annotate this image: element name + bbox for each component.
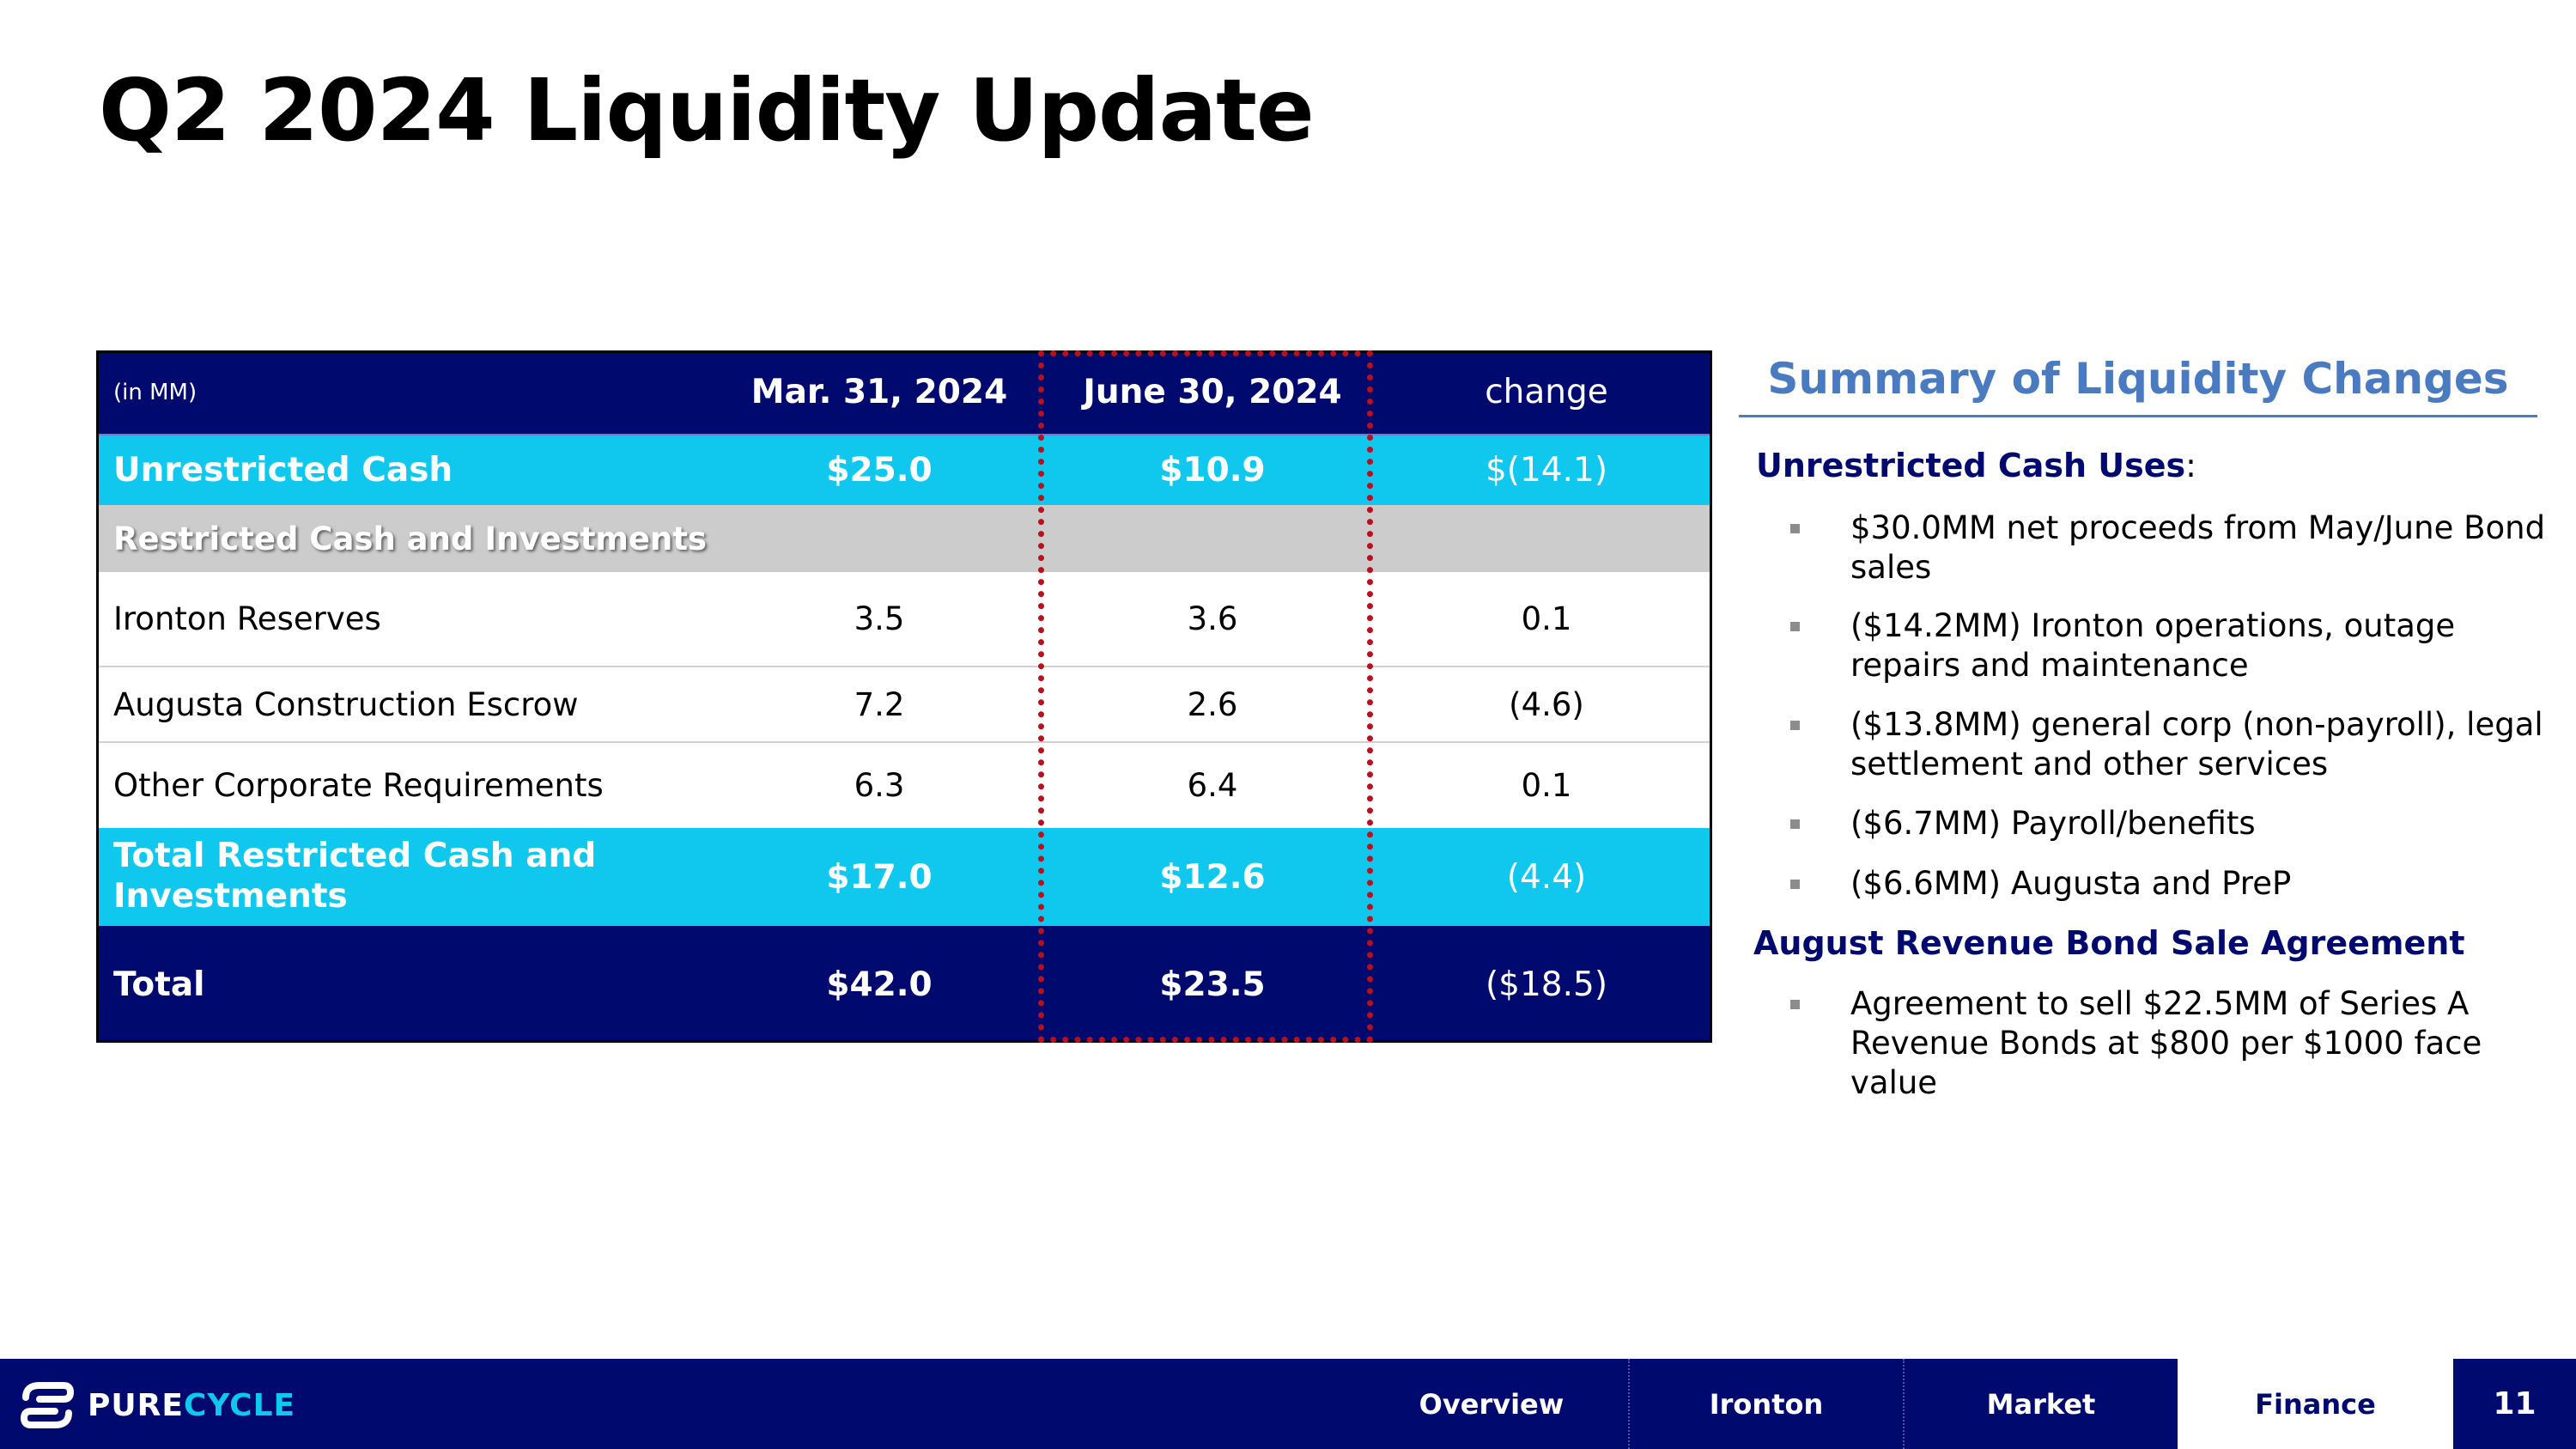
purecycle-logo-icon [20,1382,75,1428]
row-label: Total Restricted Cash and Investments [96,828,714,926]
tab-market[interactable]: Market [1903,1359,2178,1449]
footer-nav-bar: PURECYCLE Overview Ironton Market Financ… [0,1359,2576,1449]
square-bullet-icon [1790,880,1800,889]
list-item: ($6.6MM) Augusta and PreP [1790,864,2546,904]
cell-change: 0.1 [1381,572,1712,667]
cell-jun: 3.6 [1044,572,1381,667]
tab-overview[interactable]: Overview [1419,1387,1564,1421]
cell-change: (4.6) [1381,667,1712,743]
cell-mar: 6.3 [714,742,1044,828]
slide-title: Q2 2024 Liquidity Update [99,60,1315,161]
row-label: Unrestricted Cash [96,435,714,505]
uses-heading-colon: : [2185,447,2196,484]
header-jun-2024: June 30, 2024 [1044,350,1381,435]
row-label: Augusta Construction Escrow [96,667,714,743]
cell-jun: $23.5 [1044,926,1381,1043]
header-change: change [1381,350,1712,435]
cell-jun: 2.6 [1044,667,1381,743]
list-item: ($6.7MM) Payroll/benefits [1790,804,2546,843]
units-label: (in MM) [96,350,714,435]
cell-mar: 7.2 [714,667,1044,743]
list-item: Agreement to sell $22.5MM of Series A Re… [1790,984,2546,1103]
purecycle-logo: PURECYCLE [19,1379,295,1431]
square-bullet-icon [1790,721,1800,730]
row-label: Other Corporate Requirements [96,742,714,828]
total-restricted-row: Total Restricted Cash and Investments $1… [96,828,1712,926]
list-item: ($13.8MM) general corp (non-payroll), le… [1790,705,2546,784]
cell-mar: $42.0 [714,926,1044,1043]
cell-change: (4.4) [1381,828,1712,926]
table-row: Augusta Construction Escrow 7.2 2.6 (4.6… [96,667,1712,743]
liquidity-table: (in MM) Mar. 31, 2024 June 30, 2024 chan… [96,350,1712,1043]
tab-finance[interactable]: Finance [2178,1359,2453,1449]
square-bullet-icon [1790,622,1800,631]
row-label: Total [96,926,714,1043]
cell-change: ($18.5) [1381,926,1712,1043]
uses-heading-text: Unrestricted Cash Uses [1756,447,2186,484]
square-bullet-icon [1790,1000,1800,1009]
cell-empty [1044,505,1381,572]
cell-jun: 6.4 [1044,742,1381,828]
total-row: Total $42.0 $23.5 ($18.5) [96,926,1712,1043]
cell-jun: $12.6 [1044,828,1381,926]
page-number: 11 [2493,1386,2537,1422]
square-bullet-icon [1790,819,1800,829]
table-row: Ironton Reserves 3.5 3.6 0.1 [96,572,1712,667]
tab-ironton[interactable]: Ironton [1628,1359,1903,1449]
bond-heading: August Revenue Bond Sale Agreement [1753,924,2465,962]
unrestricted-cash-row: Unrestricted Cash $25.0 $10.9 $(14.1) [96,435,1712,505]
uses-heading: Unrestricted Cash Uses: [1756,447,2196,484]
table-header-row: (in MM) Mar. 31, 2024 June 30, 2024 chan… [96,350,1712,435]
summary-divider [1739,415,2537,417]
cell-change: 0.1 [1381,742,1712,828]
row-label: Ironton Reserves [96,572,714,667]
header-mar-2024: Mar. 31, 2024 [714,350,1044,435]
summary-title: Summary of Liquidity Changes [1767,354,2509,404]
cell-empty [1381,505,1712,572]
logo-wordmark: PURECYCLE [88,1387,296,1423]
restricted-section-row: Restricted Cash and Investments [96,505,1712,572]
table-row: Other Corporate Requirements 6.3 6.4 0.1 [96,742,1712,828]
section-label: Restricted Cash and Investments [96,505,1044,572]
cell-change: $(14.1) [1381,435,1712,505]
list-item: ($14.2MM) Ironton operations, outage rep… [1790,606,2546,685]
cell-jun: $10.9 [1044,435,1381,505]
square-bullet-icon [1790,524,1800,533]
cell-mar: $17.0 [714,828,1044,926]
cell-mar: 3.5 [714,572,1044,667]
cell-mar: $25.0 [714,435,1044,505]
list-item: $30.0MM net proceeds from May/June Bond … [1790,508,2546,588]
